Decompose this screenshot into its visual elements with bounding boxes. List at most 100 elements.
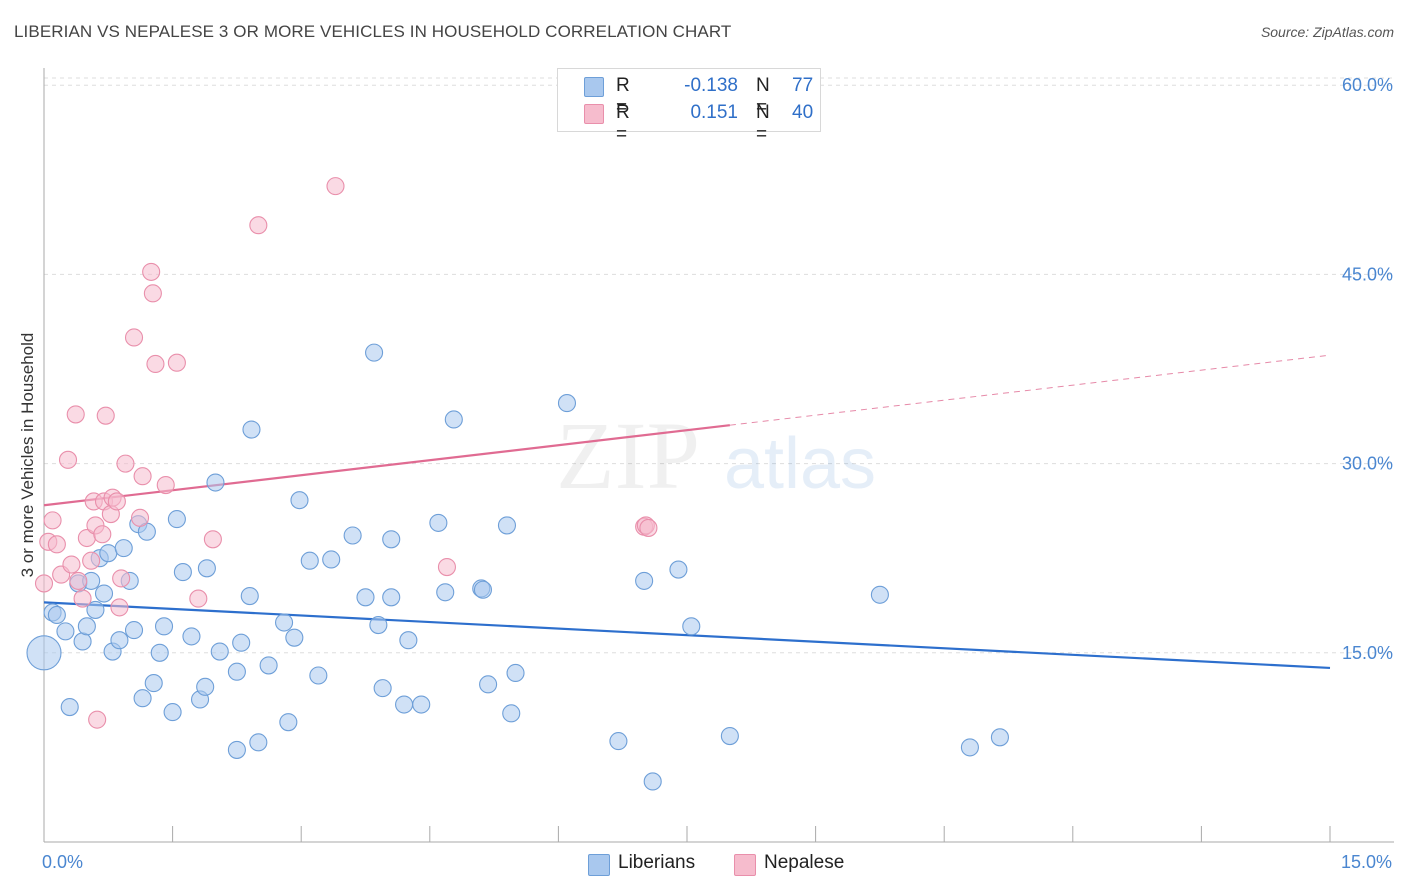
liberian-point xyxy=(300,551,319,570)
nepalese-point xyxy=(143,284,162,303)
liberian-point xyxy=(173,563,192,582)
liberian-point xyxy=(643,772,662,791)
legend-r-value: 0.151 xyxy=(690,102,738,123)
liberian-point xyxy=(473,580,493,599)
nepalese-point xyxy=(124,328,144,347)
gridlines xyxy=(44,77,1394,654)
liberian-point xyxy=(479,675,498,694)
y-tick-label: 30.0% xyxy=(1342,454,1393,474)
liberian-point xyxy=(227,740,246,759)
nepalese-point xyxy=(107,492,126,511)
liberian-point xyxy=(502,704,521,723)
nepalese-point xyxy=(110,598,129,617)
liberian-point xyxy=(429,513,448,532)
nepalese-point xyxy=(58,450,78,469)
nepalese-point xyxy=(82,551,101,570)
nepalese-point xyxy=(69,571,88,590)
liberian-point xyxy=(182,627,201,646)
legend-n-label: N = xyxy=(756,75,770,118)
liberian-point xyxy=(682,617,701,636)
liberian-point xyxy=(110,631,129,650)
liberian-point xyxy=(60,697,79,717)
liberian-point xyxy=(73,632,92,651)
watermark-zip: ZIP xyxy=(556,402,700,509)
series-swatch-nepalese xyxy=(734,854,756,876)
liberian-point xyxy=(86,600,105,619)
liberian-point xyxy=(26,635,62,671)
nepalese-point xyxy=(88,710,107,729)
liberian-point xyxy=(227,662,246,681)
x-tick-max: 15.0% xyxy=(1340,852,1392,872)
liberian-point xyxy=(210,642,229,661)
nepalese-point xyxy=(96,406,115,425)
liberian-point xyxy=(249,733,268,752)
liberian-point xyxy=(506,663,525,683)
liberian-point xyxy=(124,621,144,640)
trend-lines xyxy=(43,354,1331,670)
nepalese-point xyxy=(437,557,456,577)
legend-n-label: N = xyxy=(756,102,770,145)
legend-swatch-nepalese xyxy=(584,104,604,124)
liberian-point xyxy=(343,526,362,545)
nepalese-point xyxy=(146,354,165,374)
liberian-point xyxy=(395,695,414,714)
y-tick-label: 15.0% xyxy=(1342,643,1393,663)
liberian-point xyxy=(870,585,889,604)
liberian-point xyxy=(99,544,118,563)
series-label-liberians: Liberians xyxy=(618,852,696,873)
liberian-point xyxy=(444,410,463,429)
legend-swatch-liberians xyxy=(584,77,604,97)
nepalese-point xyxy=(326,177,345,196)
liberian-point xyxy=(197,559,216,578)
nepalese-point xyxy=(156,476,175,495)
series-swatch-liberians xyxy=(588,854,610,876)
legend-r-label: R = xyxy=(616,102,630,145)
watermark: ZIP atlas xyxy=(556,402,876,509)
liberian-point xyxy=(635,571,654,590)
liberian-point xyxy=(373,679,392,698)
liberian-point xyxy=(669,560,688,579)
y-tick-labels: 15.0% 30.0% 45.0% 60.0% xyxy=(1342,75,1393,663)
liberian-point xyxy=(240,586,259,606)
liberian-point xyxy=(47,605,66,625)
liberian-point xyxy=(290,491,309,510)
series-label-nepalese: Nepalese xyxy=(764,852,845,873)
nepalese-point xyxy=(133,467,152,486)
nepalese-trend-extension xyxy=(729,354,1331,426)
watermark-atlas: atlas xyxy=(724,424,876,504)
nepalese-point xyxy=(43,511,62,530)
y-tick-label: 45.0% xyxy=(1342,264,1393,284)
nepalese-point xyxy=(189,589,208,608)
liberian-point xyxy=(77,617,96,636)
liberian-point xyxy=(206,473,225,492)
liberian-point xyxy=(436,583,455,602)
legend-r-label: R = xyxy=(616,75,630,118)
x-tick-min: 0.0% xyxy=(42,852,84,872)
nepalese-point xyxy=(47,535,66,554)
liberian-point xyxy=(720,727,739,746)
liberian-point xyxy=(133,689,152,708)
legend-n-value: 40 xyxy=(792,102,814,123)
liberian-point xyxy=(609,732,628,751)
liberian-point xyxy=(369,616,388,635)
liberian-point xyxy=(56,622,75,641)
liberian-point xyxy=(114,539,133,558)
nepalese-point xyxy=(249,216,268,235)
liberian-point xyxy=(279,713,298,732)
legend-r-value: -0.138 xyxy=(684,75,738,96)
nepalese-point xyxy=(112,569,131,588)
nepalese-point xyxy=(142,262,161,281)
liberian-point xyxy=(144,674,163,693)
nepalese-point xyxy=(73,589,92,608)
source-credit: Source: ZipAtlas.com xyxy=(1260,24,1394,40)
liberian-point xyxy=(94,584,114,603)
liberian-point xyxy=(382,530,401,549)
nepalese-point xyxy=(167,353,186,372)
axes xyxy=(43,68,1394,843)
liberian-point xyxy=(322,550,341,569)
liberian-point xyxy=(412,695,431,714)
liberian-point xyxy=(365,343,384,362)
liberian-point xyxy=(960,738,979,757)
nepalese-point xyxy=(62,555,81,574)
